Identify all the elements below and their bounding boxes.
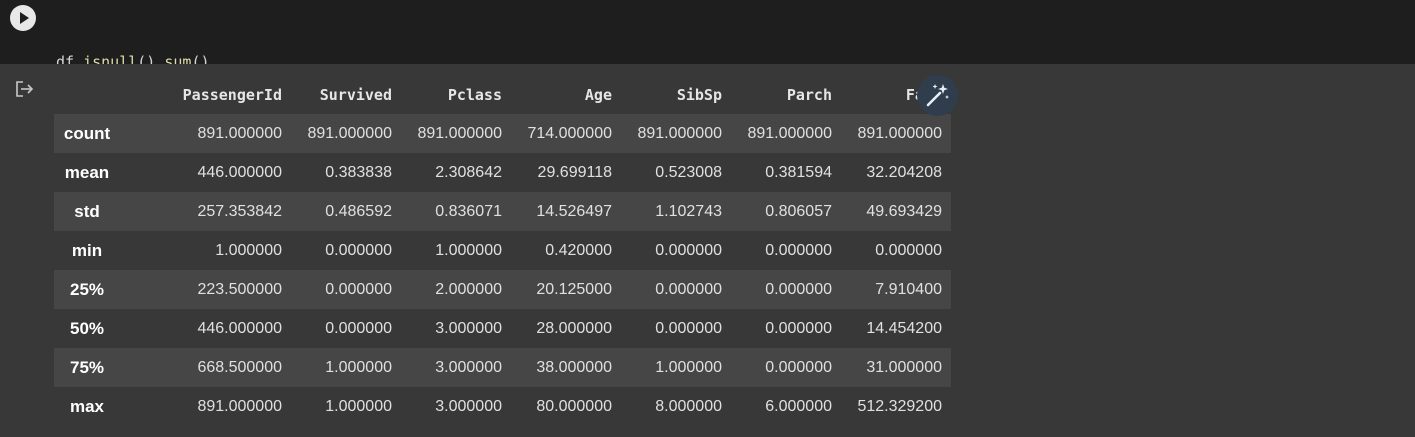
table-cell: 891.000000 bbox=[747, 124, 832, 142]
table-cell: 3.000000 bbox=[435, 319, 502, 337]
table-row: 75% 668.500000 1.000000 3.000000 38.0000… bbox=[54, 348, 951, 387]
table-cell: 257.353842 bbox=[197, 202, 282, 220]
table-cell: 0.000000 bbox=[655, 319, 722, 337]
column-header-pclass: Pclass bbox=[447, 85, 502, 104]
table-cell: 2.000000 bbox=[435, 280, 502, 298]
table-cell: 0.000000 bbox=[325, 241, 392, 259]
table-cell: 7.910400 bbox=[875, 280, 942, 298]
column-header-survived: Survived bbox=[319, 85, 392, 104]
table-cell: 0.000000 bbox=[655, 280, 722, 298]
table-cell: 0.000000 bbox=[655, 241, 722, 259]
table-cell: 891.000000 bbox=[857, 124, 942, 142]
column-header-age: Age bbox=[584, 85, 612, 104]
table-cell: 0.000000 bbox=[765, 358, 832, 376]
table-row: std 257.353842 0.486592 0.836071 14.5264… bbox=[54, 192, 951, 231]
table-row: 25% 223.500000 0.000000 2.000000 20.1250… bbox=[54, 270, 951, 309]
column-header-parch: Parch bbox=[786, 85, 832, 104]
row-label: 25% bbox=[69, 279, 105, 299]
row-label: mean bbox=[64, 162, 110, 182]
table-cell: 0.420000 bbox=[545, 241, 612, 259]
table-row: max 891.000000 1.000000 3.000000 80.0000… bbox=[54, 387, 951, 426]
table-cell: 891.000000 bbox=[417, 124, 502, 142]
magic-wand-button[interactable] bbox=[917, 75, 958, 116]
table-cell: 223.500000 bbox=[197, 280, 282, 298]
row-label: min bbox=[71, 240, 103, 260]
table-cell: 446.000000 bbox=[197, 163, 282, 181]
table-cell: 668.500000 bbox=[197, 358, 282, 376]
table-cell: 446.000000 bbox=[197, 319, 282, 337]
table-cell: 1.000000 bbox=[215, 241, 282, 259]
table-cell: 891.000000 bbox=[307, 124, 392, 142]
table-cell: 31.000000 bbox=[866, 358, 942, 376]
table-cell: 32.204208 bbox=[866, 163, 942, 181]
table-cell: 0.000000 bbox=[325, 280, 392, 298]
table-cell: 28.000000 bbox=[536, 319, 612, 337]
table-cell: 0.486592 bbox=[325, 202, 392, 220]
row-label: 75% bbox=[69, 357, 105, 377]
table-row: 50% 446.000000 0.000000 3.000000 28.0000… bbox=[54, 309, 951, 348]
table-cell: 0.000000 bbox=[765, 280, 832, 298]
table-cell: 0.383838 bbox=[325, 163, 392, 181]
table-cell: 512.329200 bbox=[857, 397, 942, 415]
table-cell: 14.526497 bbox=[536, 202, 612, 220]
table-header-row: PassengerId Survived Pclass Age SibSp Pa… bbox=[54, 75, 951, 114]
table-cell: 29.699118 bbox=[537, 163, 612, 181]
table-cell: 0.381594 bbox=[765, 163, 832, 181]
table-cell: 8.000000 bbox=[655, 397, 722, 415]
table-cell: 3.000000 bbox=[435, 358, 502, 376]
table-cell: 1.000000 bbox=[655, 358, 722, 376]
table-cell: 80.000000 bbox=[536, 397, 612, 415]
table-cell: 0.000000 bbox=[325, 319, 392, 337]
column-header-passengerid: PassengerId bbox=[182, 85, 282, 104]
column-header-sibsp: SibSp bbox=[676, 85, 722, 104]
table-row: count 891.000000 891.000000 891.000000 7… bbox=[54, 114, 951, 153]
table-cell: 2.308642 bbox=[435, 163, 502, 181]
table-cell: 1.000000 bbox=[435, 241, 502, 259]
dataframe-describe-table: PassengerId Survived Pclass Age SibSp Pa… bbox=[54, 75, 951, 426]
row-label: max bbox=[69, 396, 105, 416]
table-cell: 891.000000 bbox=[197, 397, 282, 415]
output-exit-icon[interactable] bbox=[15, 80, 35, 103]
table-cell: 1.102743 bbox=[655, 202, 722, 220]
table-cell: 20.125000 bbox=[536, 280, 612, 298]
table-cell: 49.693429 bbox=[866, 202, 942, 220]
table-row: mean 446.000000 0.383838 2.308642 29.699… bbox=[54, 153, 951, 192]
row-label: count bbox=[63, 123, 111, 143]
table-cell: 0.836071 bbox=[435, 202, 502, 220]
row-label: std bbox=[74, 201, 100, 221]
magic-wand-icon bbox=[926, 84, 949, 107]
table-corner-cell bbox=[54, 75, 120, 114]
table-cell: 1.000000 bbox=[325, 397, 392, 415]
code-cell[interactable]: df.isnull().sum() df.describe() bbox=[0, 0, 1415, 140]
table-cell: 0.523008 bbox=[655, 163, 722, 181]
table-cell: 0.806057 bbox=[765, 202, 832, 220]
table-cell: 38.000000 bbox=[536, 358, 612, 376]
table-cell: 714.000000 bbox=[527, 124, 612, 142]
run-cell-button[interactable] bbox=[10, 5, 36, 31]
table-cell: 14.454200 bbox=[866, 319, 942, 337]
table-cell: 891.000000 bbox=[637, 124, 722, 142]
cell-output-area: PassengerId Survived Pclass Age SibSp Pa… bbox=[0, 64, 1415, 437]
table-cell: 0.000000 bbox=[765, 241, 832, 259]
play-icon bbox=[20, 12, 29, 24]
table-cell: 3.000000 bbox=[435, 397, 502, 415]
table-row: min 1.000000 0.000000 1.000000 0.420000 … bbox=[54, 231, 951, 270]
table-cell: 891.000000 bbox=[197, 124, 282, 142]
table-cell: 1.000000 bbox=[325, 358, 392, 376]
table-cell: 0.000000 bbox=[875, 241, 942, 259]
table-cell: 0.000000 bbox=[765, 319, 832, 337]
row-label: 50% bbox=[69, 318, 105, 338]
table-cell: 6.000000 bbox=[765, 397, 832, 415]
